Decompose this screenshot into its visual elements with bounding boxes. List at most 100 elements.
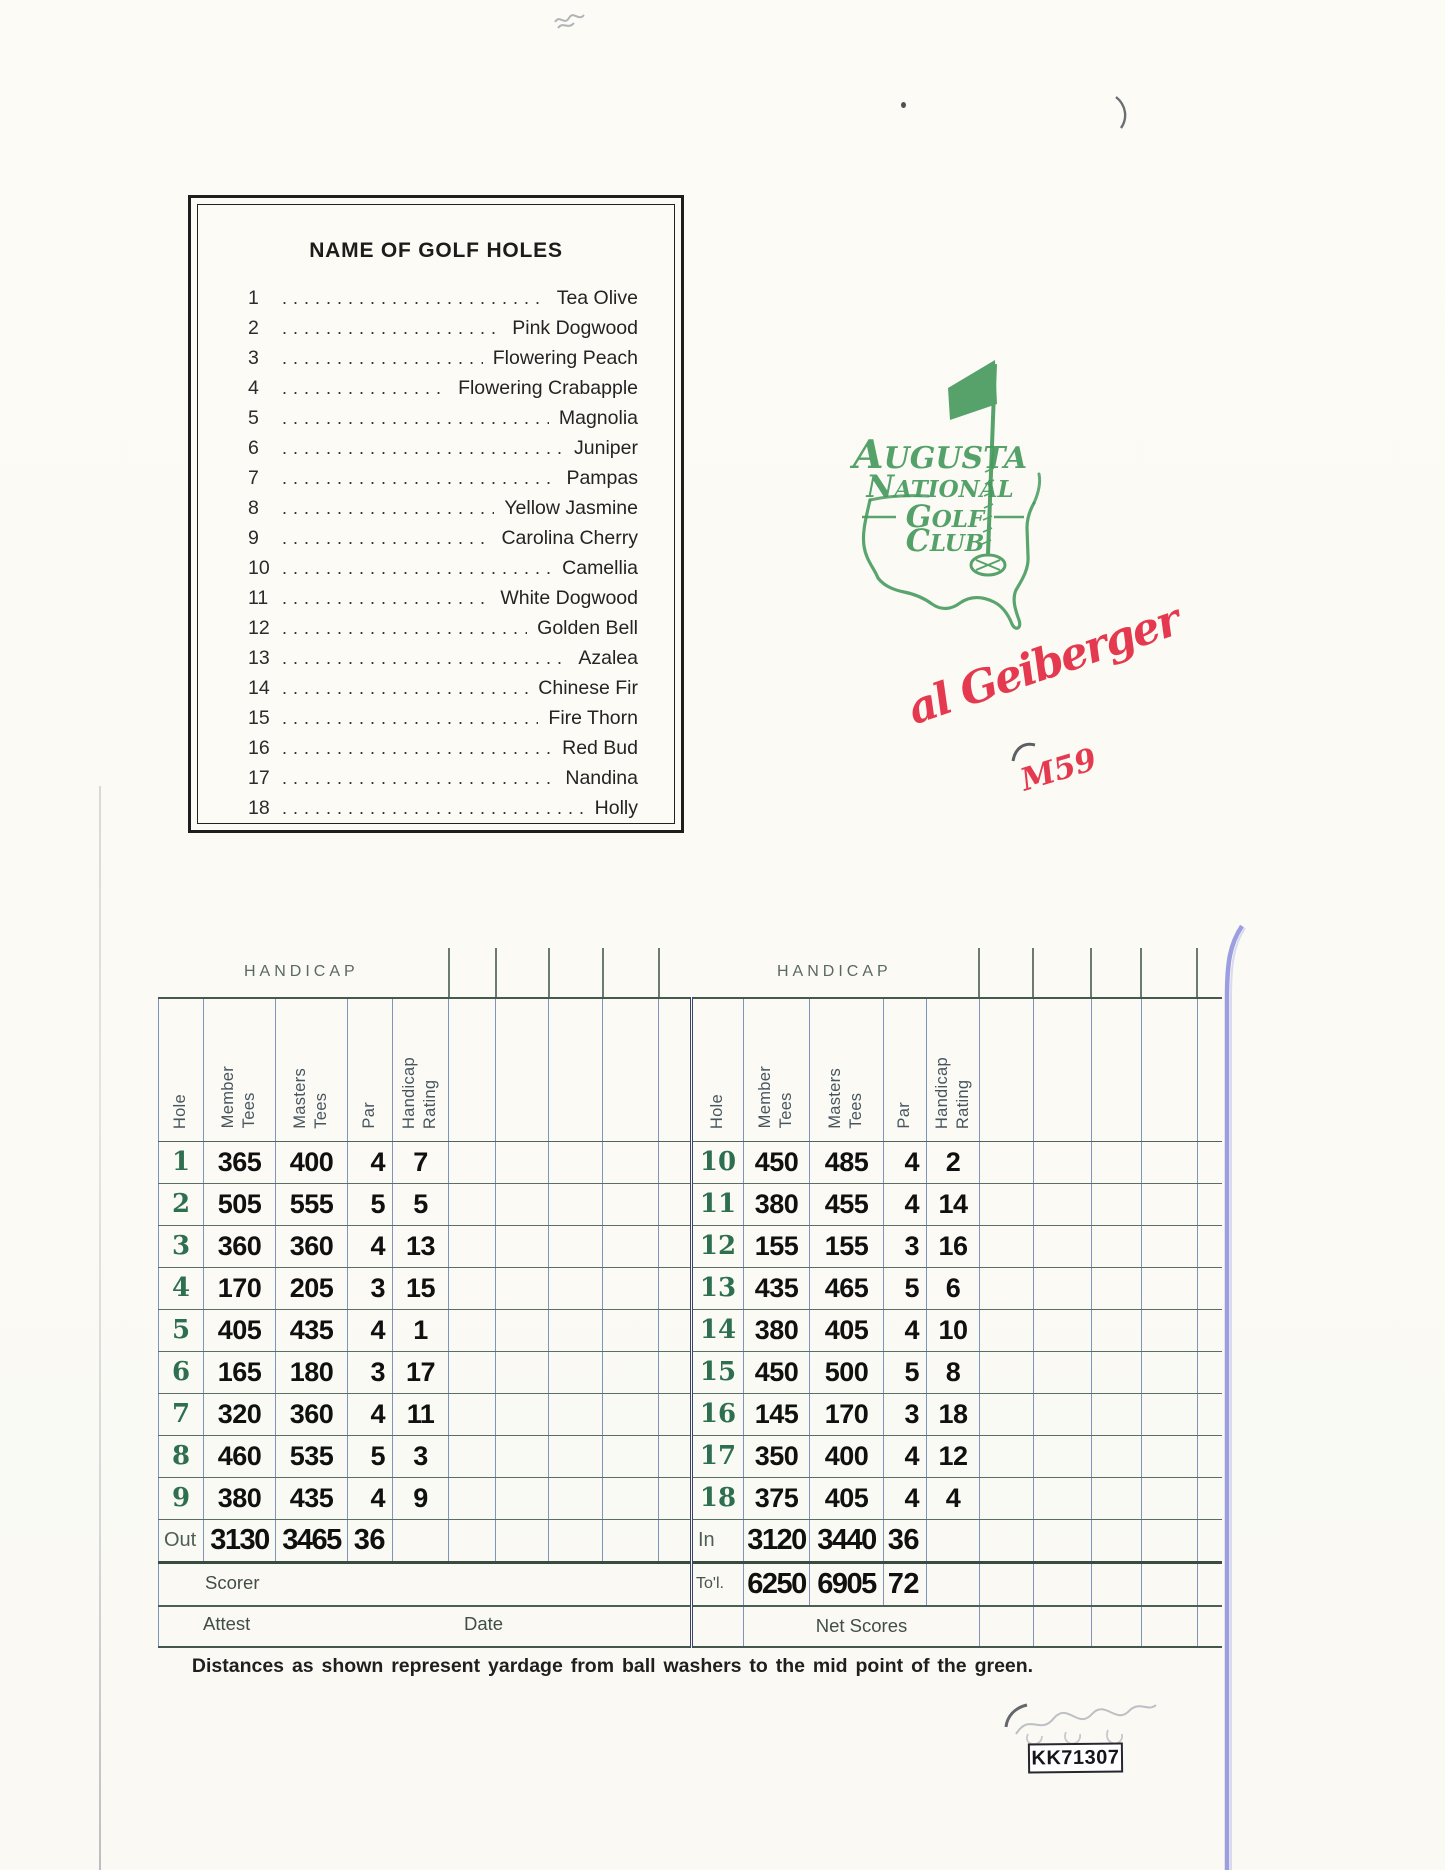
hole-number-cell: 10 <box>691 1141 744 1184</box>
hole-number: 16 <box>248 737 270 759</box>
score-cell <box>1091 1477 1142 1520</box>
dot-leader <box>282 618 527 639</box>
grid-stub <box>548 948 550 998</box>
masters-tees-cell: 500 <box>809 1351 884 1394</box>
column-header-label: Member Tees <box>756 1066 796 1129</box>
score-cell <box>979 1477 1034 1520</box>
score-cell <box>448 1225 496 1268</box>
column-header: Handicap Rating <box>392 998 449 1142</box>
hole-name: Golden Bell <box>537 617 638 639</box>
score-column-header <box>602 998 659 1142</box>
column-header-label: Hole <box>171 1093 190 1129</box>
member-tees-cell: 380 <box>743 1309 810 1352</box>
score-column-header <box>548 998 603 1142</box>
par-cell: 4 <box>883 1183 927 1226</box>
masters-tees-cell: 455 <box>809 1183 884 1226</box>
score-cell <box>495 1267 549 1310</box>
masters-tees-cell: 205 <box>275 1267 348 1310</box>
hole-name-row: 8 Yellow Jasmine <box>248 497 638 527</box>
par-cell: 4 <box>347 1477 393 1520</box>
rating-empty-cell <box>926 1518 980 1564</box>
hole-column-empty-cell <box>691 1606 744 1648</box>
hole-name: Flowering Crabapple <box>458 377 638 399</box>
column-header: Masters Tees <box>275 998 348 1142</box>
score-cell <box>448 1183 496 1226</box>
hole-name-row: 15 Fire Thorn <box>248 707 638 737</box>
hole-number: 4 <box>248 377 259 399</box>
dot-leader <box>282 678 528 699</box>
hole-number-cell: 17 <box>691 1435 744 1478</box>
score-cell <box>1033 1351 1092 1394</box>
hole-name-row: 9 Carolina Cherry <box>248 527 638 557</box>
par-cell: 3 <box>347 1267 393 1310</box>
masters-tees-cell: 465 <box>809 1267 884 1310</box>
hole-name: Flowering Peach <box>492 347 638 369</box>
score-cell <box>548 1225 603 1268</box>
edge-cell <box>1197 1267 1222 1310</box>
score-cell <box>1033 1225 1092 1268</box>
autograph-signature: al Geiberger M59 <box>901 595 1218 807</box>
hole-name-row: 13 Azalea <box>248 647 638 677</box>
dot-leader <box>282 798 585 819</box>
hole-row: 17 350 400 4 12 <box>691 1435 1222 1478</box>
score-cell <box>448 1518 496 1564</box>
member-tees-cell: 320 <box>203 1393 276 1436</box>
distance-note: Distances as shown represent yardage fro… <box>191 1655 1034 1677</box>
hole-number-cell: 6 <box>158 1351 204 1394</box>
score-cell <box>1033 1267 1092 1310</box>
masters-tees-cell: 485 <box>809 1141 884 1184</box>
net-scores-row: Net Scores <box>691 1606 1222 1648</box>
hole-name: Yellow Jasmine <box>504 497 638 519</box>
augusta-national-logo: AUGUSTA NATIONAL GOLF CLUB <box>848 322 1048 647</box>
column-header-label: Par <box>360 1102 379 1129</box>
rating-empty-cell <box>926 1562 980 1607</box>
edge-cell <box>1197 998 1222 1142</box>
handicap-rating-cell: 14 <box>926 1183 980 1226</box>
hole-number-cell: 5 <box>158 1309 204 1352</box>
grid-stub <box>1032 948 1034 998</box>
score-cell <box>602 1267 659 1310</box>
par-total-cell: 36 <box>347 1518 393 1564</box>
score-cell <box>602 1183 659 1226</box>
grid-stub <box>658 948 660 998</box>
us-map-outline <box>861 472 1042 630</box>
hole-number-cell: 1 <box>158 1141 204 1184</box>
par-cell: 5 <box>883 1351 927 1394</box>
hole-name: Nandina <box>565 767 638 789</box>
grid-stub <box>1140 948 1142 998</box>
score-cell <box>1141 1393 1198 1436</box>
score-cell <box>602 1309 659 1352</box>
score-cell <box>979 1309 1034 1352</box>
handicap-rating-cell: 10 <box>926 1309 980 1352</box>
member-grand-total-cell: 6250 <box>743 1562 810 1607</box>
grid-stub <box>1090 948 1092 998</box>
score-cell <box>495 1225 549 1268</box>
column-header: Par <box>883 998 927 1142</box>
hole-number: 12 <box>248 617 270 639</box>
edge-cell <box>658 1309 691 1352</box>
member-tees-cell: 360 <box>203 1225 276 1268</box>
panel-inner-border: NAME OF GOLF HOLES 1 Tea Olive 2 Pink Dogwo… <box>197 204 675 824</box>
score-cell <box>1091 1141 1142 1184</box>
member-tees-cell: 460 <box>203 1435 276 1478</box>
hole-row: 14 380 405 4 10 <box>691 1309 1222 1352</box>
score-cell <box>548 1393 603 1436</box>
edge-cell <box>658 1225 691 1268</box>
hole-number-cell: 16 <box>691 1393 744 1436</box>
score-cell <box>979 1606 1034 1648</box>
masters-tees-cell: 435 <box>275 1477 348 1520</box>
score-cell <box>1141 1477 1198 1520</box>
hole-number: 3 <box>248 347 259 369</box>
hole-name-row: 5 Magnolia <box>248 407 638 437</box>
hole-row: 16 145 170 3 18 <box>691 1393 1222 1436</box>
edge-cell <box>658 1518 691 1564</box>
handicap-rating-cell: 16 <box>926 1225 980 1268</box>
total-row: Out 3130 3465 36 <box>158 1518 691 1564</box>
member-tees-cell: 365 <box>203 1141 276 1184</box>
masters-tees-cell: 170 <box>809 1393 884 1436</box>
edge-cell <box>1197 1562 1222 1607</box>
masters-tees-cell: 405 <box>809 1477 884 1520</box>
grand-total-label: To'l. <box>691 1562 744 1607</box>
masters-tees-cell: 400 <box>275 1141 348 1184</box>
masters-tees-cell: 405 <box>809 1309 884 1352</box>
